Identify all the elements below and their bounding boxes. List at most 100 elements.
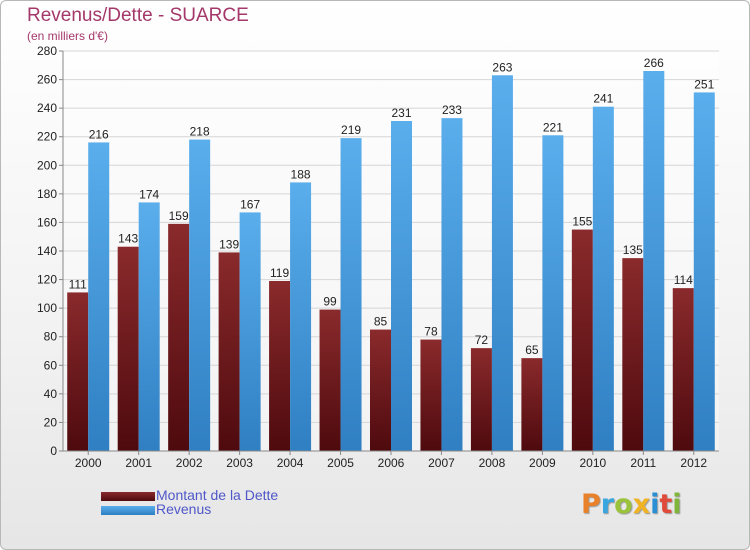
- bar-debt: [67, 292, 89, 451]
- x-tick-label: 2010: [579, 456, 606, 470]
- data-label-debt: 135: [623, 243, 643, 257]
- y-tick-label: 260: [37, 73, 57, 87]
- y-tick-label: 80: [44, 330, 58, 344]
- bar-revenue: [290, 182, 312, 451]
- legend-swatch-revenue: [101, 506, 155, 515]
- data-label-debt: 139: [219, 237, 239, 251]
- logo-letter: t: [659, 489, 673, 520]
- y-tick-label: 40: [44, 387, 58, 401]
- bar-revenue: [592, 106, 614, 451]
- bar-revenue: [88, 142, 110, 451]
- data-label-debt: 111: [69, 277, 88, 291]
- data-label-revenue: 216: [89, 127, 109, 141]
- x-tick-label: 2012: [680, 456, 707, 470]
- y-tick-label: 160: [37, 215, 57, 229]
- bar-debt: [420, 339, 442, 451]
- y-tick-label: 140: [37, 244, 57, 258]
- legend-swatch-debt: [101, 492, 155, 501]
- bar-debt: [470, 348, 492, 451]
- data-label-revenue: 221: [543, 120, 563, 134]
- y-tick-label: 100: [37, 301, 57, 315]
- data-label-debt: 99: [323, 295, 337, 309]
- x-tick-label: 2001: [125, 456, 152, 470]
- data-label-debt: 119: [270, 266, 289, 280]
- x-tick-label: 2006: [378, 456, 405, 470]
- x-tick-label: 2002: [176, 456, 203, 470]
- data-label-debt: 143: [118, 232, 138, 246]
- data-label-debt: 114: [674, 273, 693, 287]
- data-label-revenue: 188: [291, 167, 311, 181]
- chart-subtitle: (en milliers d'€): [27, 29, 108, 43]
- bar-debt: [168, 223, 190, 451]
- bar-revenue: [189, 139, 211, 452]
- data-label-revenue: 174: [139, 187, 159, 201]
- bar-revenue: [340, 138, 362, 451]
- data-label-debt: 155: [572, 215, 592, 229]
- bar-debt: [672, 288, 694, 451]
- bar-debt: [269, 281, 291, 451]
- y-tick-label: 60: [44, 358, 58, 372]
- data-label-revenue: 233: [442, 103, 462, 117]
- bars: [67, 71, 715, 452]
- data-label-revenue: 218: [190, 125, 210, 139]
- bar-debt: [370, 329, 391, 451]
- data-label-revenue: 231: [391, 106, 411, 120]
- y-tick-label: 0: [50, 444, 57, 458]
- logo-letter: x: [632, 489, 651, 520]
- bar-debt: [521, 358, 543, 451]
- y-tick-label: 240: [37, 101, 57, 115]
- y-tick-label: 180: [37, 187, 57, 201]
- legend-label-debt: Montant de la Dette: [156, 487, 279, 503]
- bar-chart: 020406080100120140160180200220240260280 …: [37, 44, 719, 470]
- data-label-revenue: 266: [644, 56, 664, 70]
- x-axis-ticks: 2000 2001 2002 2003 2004 2005 2006 2007 2008 2009…: [75, 451, 707, 470]
- x-tick-label: 2009: [529, 456, 556, 470]
- data-label-revenue: 263: [492, 60, 512, 74]
- logo-letter: i: [672, 489, 682, 520]
- data-labels: 111 216 143 174 159 218 139 167 119 188 99 219 85 231…: [69, 56, 715, 357]
- x-tick-label: 2003: [226, 456, 253, 470]
- logo-letter: i: [650, 489, 660, 520]
- data-label-revenue: 251: [694, 77, 714, 91]
- bar-debt: [117, 246, 139, 451]
- y-tick-label: 200: [37, 158, 57, 172]
- legend-label-revenue: Revenus: [156, 501, 212, 517]
- data-label-revenue: 219: [341, 123, 361, 137]
- y-tick-label: 120: [37, 273, 57, 287]
- x-tick-label: 2000: [75, 456, 102, 470]
- y-tick-label: 280: [37, 44, 57, 58]
- bar-revenue: [693, 92, 715, 451]
- data-label-debt: 85: [374, 315, 388, 329]
- y-tick-label: 220: [37, 130, 57, 144]
- chart-title: Revenus/Dette - SUARCE: [27, 5, 249, 26]
- x-tick-label: 2011: [630, 456, 656, 470]
- bar-debt: [571, 229, 593, 451]
- bar-revenue: [542, 135, 564, 452]
- bar-revenue: [239, 212, 261, 451]
- x-tick-label: 2007: [428, 456, 455, 470]
- y-axis-ticks: 0 20 40 60 80 100 120 140 160 180 200 220 240 260 280: [37, 44, 63, 458]
- logo-letter: P: [581, 489, 601, 520]
- bar-revenue: [391, 121, 412, 451]
- data-label-debt: 65: [525, 343, 539, 357]
- logo-letter: o: [614, 489, 633, 520]
- bar-debt: [622, 258, 644, 451]
- x-tick-label: 2004: [277, 456, 304, 470]
- data-label-debt: 72: [475, 333, 489, 347]
- x-tick-label: 2005: [327, 456, 354, 470]
- logo-letter: r: [600, 489, 615, 520]
- data-label-debt: 78: [424, 325, 438, 339]
- bar-revenue: [491, 75, 513, 452]
- y-tick-label: 20: [44, 415, 58, 429]
- x-tick-label: 2008: [479, 456, 506, 470]
- data-label-debt: 159: [169, 209, 189, 223]
- proxiti-logo: Proxiti: [581, 489, 682, 520]
- bar-debt: [319, 309, 341, 451]
- data-label-revenue: 167: [240, 197, 260, 211]
- data-label-revenue: 241: [593, 92, 613, 106]
- bar-revenue: [138, 202, 160, 451]
- bar-revenue: [441, 118, 463, 452]
- bar-revenue: [643, 71, 665, 451]
- bar-debt: [218, 252, 240, 451]
